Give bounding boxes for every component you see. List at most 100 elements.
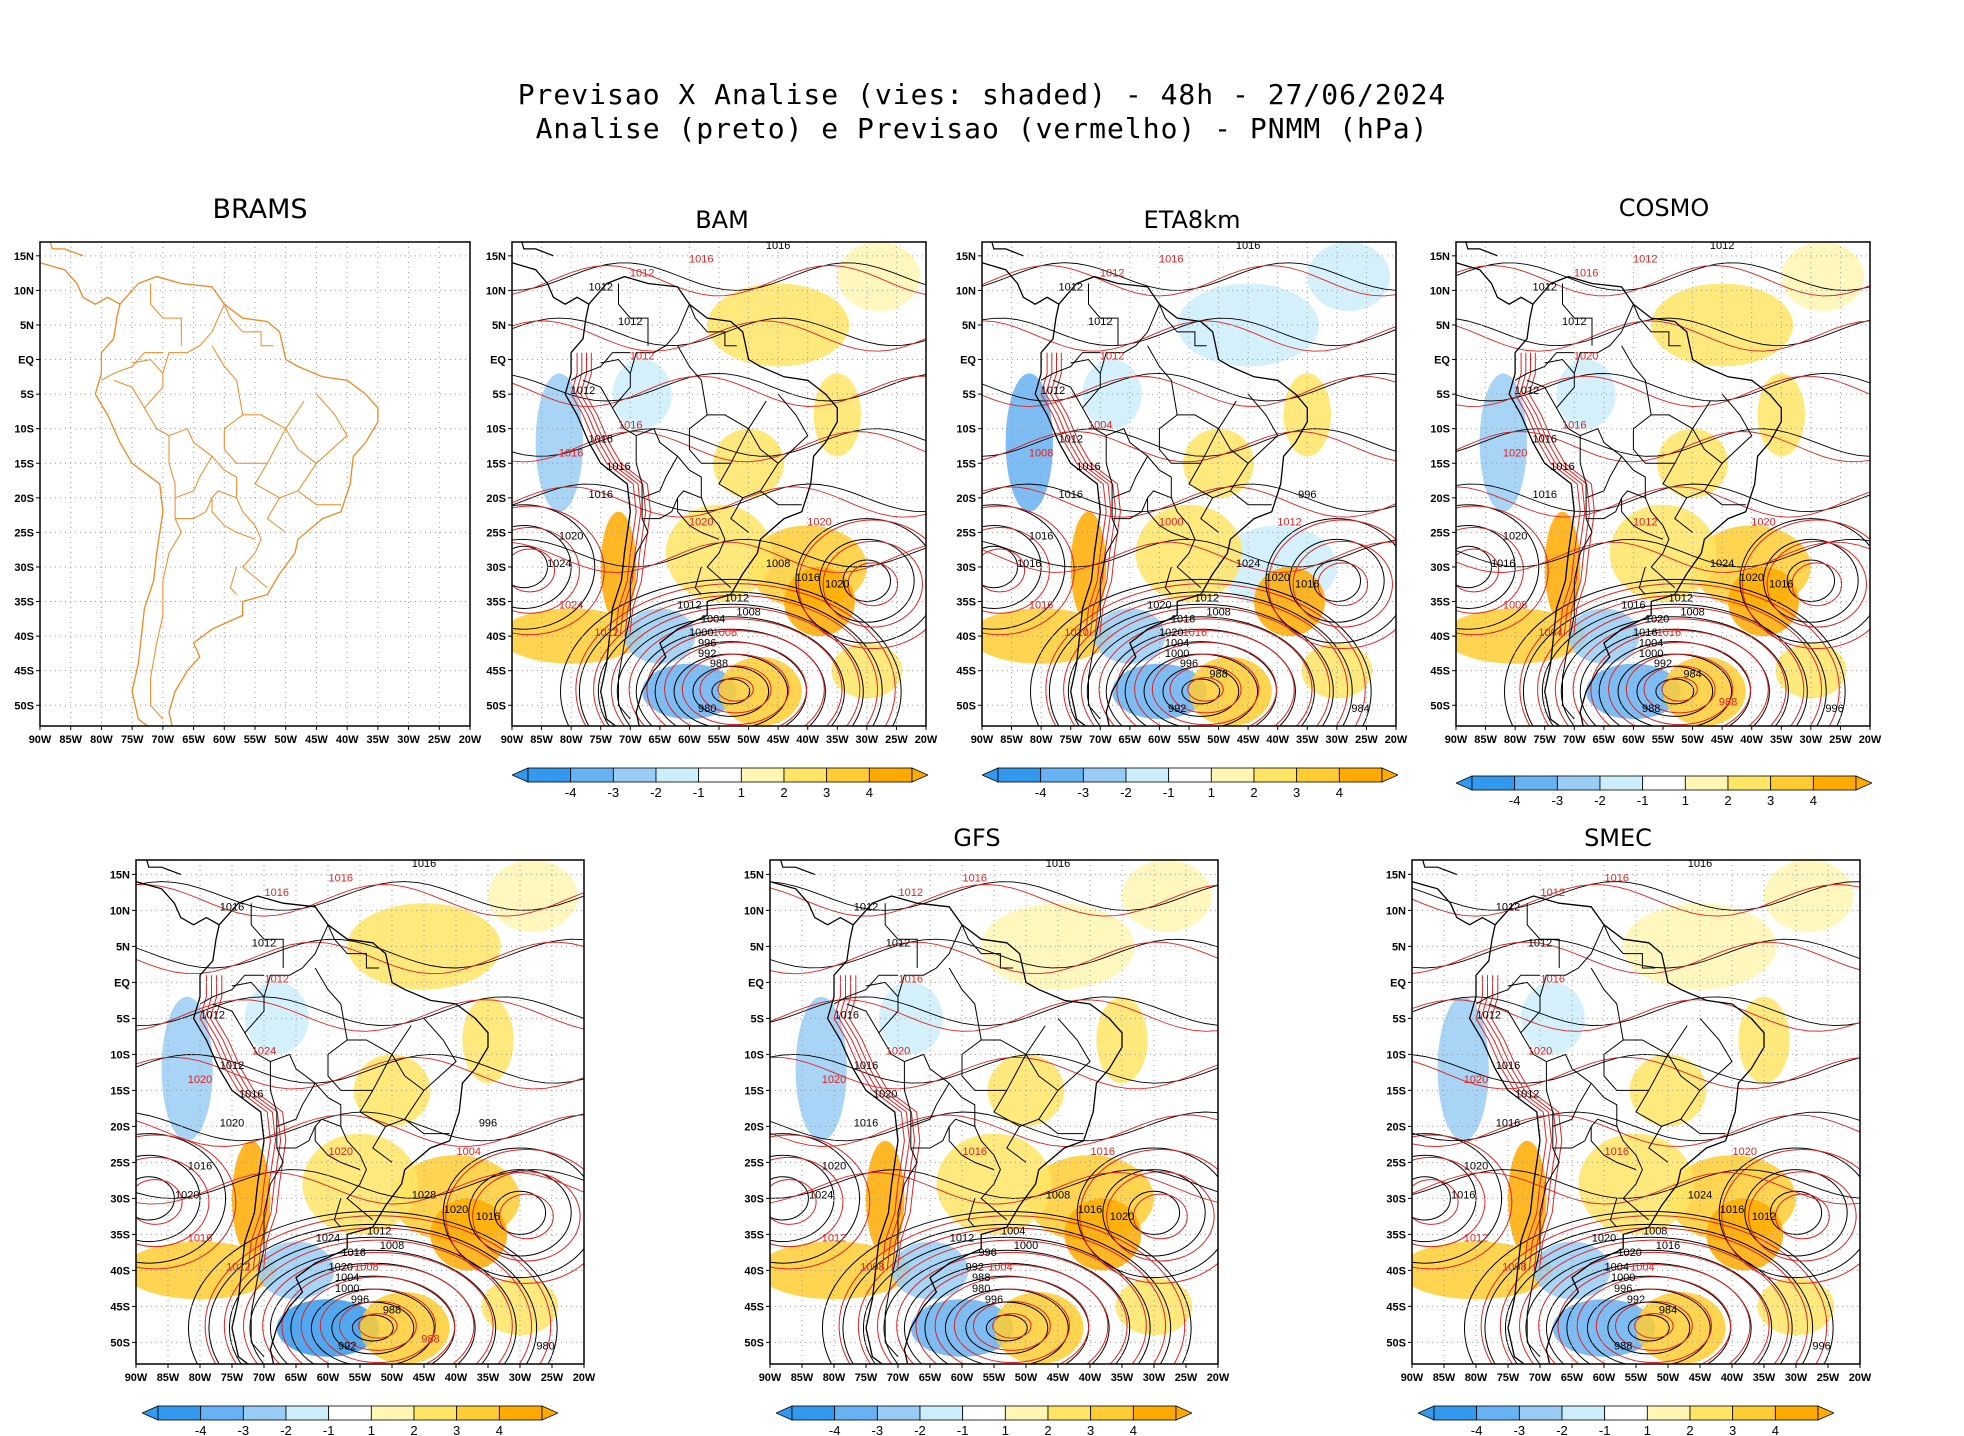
map-panel-ecmwf: 1016101610121012101210161020101610201024… [110,858,596,1384]
forecast-isobar [877,1239,1147,1364]
analysis-isobar [512,373,926,402]
forecast-isobar [1050,352,1117,637]
analysis-contour-label: 1012 [367,1225,391,1237]
country-border [1648,1126,1669,1163]
colorbar-label: -1 [957,1423,969,1436]
lon-label: 70W [1529,1372,1552,1384]
analysis-isobar [1030,578,1372,726]
country-border [1562,283,1593,346]
forecast-isobar [770,1172,1218,1205]
country-border [1164,566,1172,595]
colorbar-segment [456,1405,500,1421]
country-border [1621,490,1664,540]
lon-label: 55W [708,734,731,746]
analysis-isobar [1525,1249,1773,1364]
lat-label: 20S [110,1121,130,1133]
lon-label: 60W [1593,1372,1616,1384]
colorbar-segment [1727,775,1772,791]
colorbar-smec: -4 -3 -2 -1 1 2 3 4 [1418,1405,1834,1436]
analysis-isobar [1627,1314,1670,1342]
analysis-contour-label: 1020 [1464,1161,1488,1173]
country-border [1158,414,1219,464]
bias-shading [1781,242,1865,312]
forecast-contour-label: 1012 [1100,351,1124,363]
lat-label: 10S [14,424,34,436]
bias-shading [719,656,802,726]
analysis-isobar [982,428,1396,457]
analysis-isobar [1412,1176,1451,1221]
forecast-isobar [1054,352,1121,637]
forecast-isobar [499,1193,554,1240]
lat-label: 40S [1430,631,1450,643]
colorbar-segment [1646,1405,1691,1421]
colorbar-segment [834,1405,878,1421]
forecast-isobar [1412,884,1860,917]
forecast-contour-label: 1020 [1751,516,1775,528]
country-border [211,490,256,540]
analysis-contour-label: 1016 [1451,1189,1475,1201]
forecast-contour-label: 1012 [594,627,618,639]
forecast-isobar [358,1313,398,1339]
forecast-isobar [199,975,271,1271]
lat-label: 40S [14,631,34,643]
lat-label: 5S [1437,389,1450,401]
analysis-contour-label: 1016 [1078,1204,1102,1216]
country-border [1188,428,1249,499]
analysis-isobar [442,1147,584,1279]
colorbar-label: 2 [1044,1423,1051,1436]
colorbar-segment [1561,1405,1606,1421]
lon-label: 75W [221,1372,244,1384]
analysis-contour-label: 1016 [1532,489,1556,501]
lat-label: 25S [1386,1157,1406,1169]
analysis-contour-label: 992 [1627,1294,1645,1306]
lon-label: 50W [737,734,760,746]
country-border [1544,358,1575,374]
forecast-contour-label: 1020 [822,1074,846,1086]
country-border [570,352,631,381]
analysis-contour-label: 1016 [588,489,612,501]
forecast-contour-label: 1016 [329,873,353,885]
forecast-contour-label: 1008 [1029,447,1053,459]
analysis-contour-label: 1016 [766,240,790,252]
analysis-contour-label: 1000 [1014,1240,1038,1252]
analysis-contour-label: 1004 [1605,1261,1629,1273]
analysis-contour-label: 1016 [412,858,436,870]
colorbar-segment [876,1405,921,1421]
forecast-isobar [1412,1056,1860,1090]
analysis-contour-label: 1016 [1633,627,1657,639]
lat-label: 45S [744,1301,764,1313]
analysis-contour-label: 1016 [188,1161,212,1173]
lon-label: 55W [244,734,267,746]
analysis-contour-label: 1012 [1041,385,1065,397]
analysis-isobar [770,1154,835,1243]
analysis-isobar [331,1301,415,1355]
forecast-isobar [1608,641,1752,726]
forecast-isobar [1514,352,1581,637]
bias-shading [713,428,785,498]
forecast-isobar [300,1276,456,1364]
colorbar-segment [570,767,614,783]
country-border [1603,1039,1669,1091]
colorbar-label: 2 [410,1423,417,1436]
lon-label: 35W [826,734,849,746]
forecast-isobar [136,1114,584,1147]
lon-label: 20W [1859,734,1882,746]
country-border [297,490,341,506]
analysis-contour-label: 992 [698,648,716,660]
lon-label: 70W [1563,734,1586,746]
bias-shading [1552,1299,1656,1357]
forecast-isobar [136,884,584,917]
lon-label: 50W [1015,1372,1038,1384]
colorbar-label: -2 [1594,793,1606,808]
lat-label: 30S [956,562,976,574]
analysis-contour-label: 988 [1642,703,1660,715]
lat-label: 15N [744,869,764,881]
coastline [1034,275,1308,726]
forecast-isobar [1554,606,1805,726]
panel-title-brams: BRAMS [212,194,308,225]
analysis-contour-label: 1016 [476,1211,500,1223]
country-border [688,304,737,347]
lat-label: 45S [110,1301,130,1313]
analysis-isobar [512,504,596,630]
forecast-isobar [243,1239,513,1364]
